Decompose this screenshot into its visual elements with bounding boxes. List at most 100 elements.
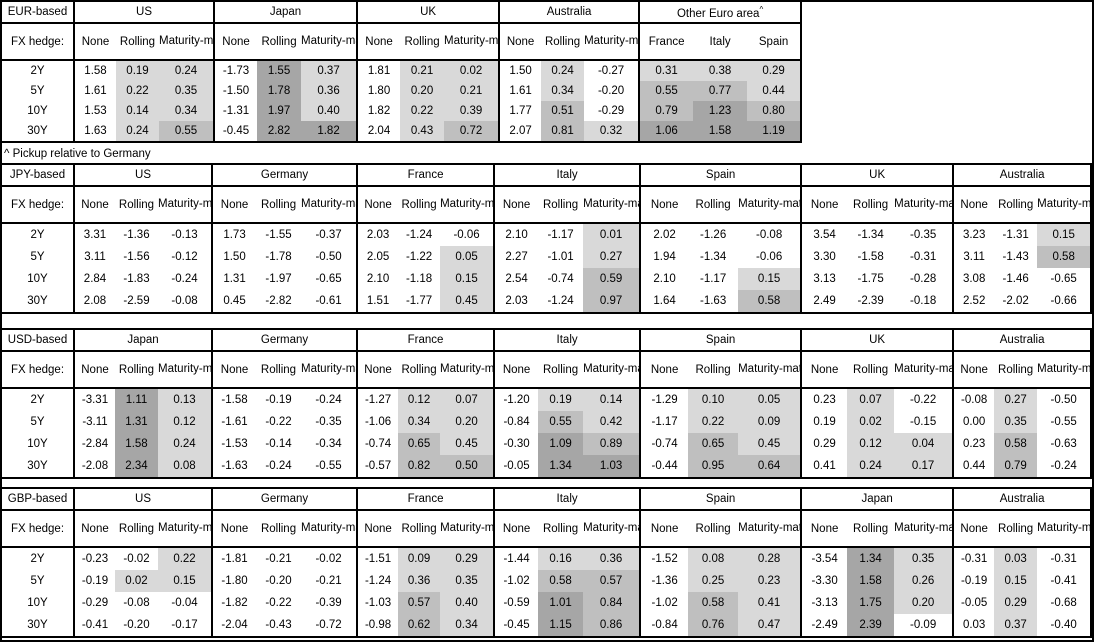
- value-cell: 1.73: [211, 223, 257, 246]
- tenor-label: 2Y: [30, 65, 45, 77]
- hedge-col-header: Maturity-matched: [440, 510, 495, 548]
- tenor-label: 2Y: [30, 229, 45, 241]
- value-cell: 2.04: [356, 121, 401, 142]
- value-cell: -0.45: [213, 121, 258, 142]
- value-cell: -1.44: [493, 547, 539, 570]
- value-cell: -0.19: [265, 394, 292, 406]
- country-header-label: France: [407, 169, 444, 181]
- value-cell: 0.22: [400, 101, 445, 121]
- hedge-col-header: None: [356, 23, 401, 61]
- value-cell: 1.63: [73, 121, 116, 142]
- value-cell: -0.19: [952, 570, 995, 592]
- value-cell: -0.12: [171, 251, 198, 263]
- base-label: USD-based: [2, 329, 74, 352]
- value-cell: -1.46: [1002, 273, 1029, 285]
- country-header: France: [356, 488, 495, 511]
- value-cell: -1.50: [213, 81, 258, 101]
- value-cell: -1.24: [405, 229, 433, 241]
- tenor-label: 5Y: [30, 251, 45, 263]
- subheader-row: FX hedge:NoneRollingMaturity-matchedNone…: [2, 510, 1092, 548]
- value-cell: -1.58: [857, 251, 884, 263]
- value-cell: -1.36: [123, 229, 150, 241]
- data-row: 5Y 1.61 0.22 0.35 -1.50 1.78 0.36 1.80 0.20 0.21 1…: [2, 81, 802, 101]
- value-cell: -0.57: [356, 455, 399, 478]
- value-cell: 0.07: [847, 388, 895, 411]
- hedge-col-header: None: [73, 351, 115, 389]
- value-cell: -0.44: [639, 455, 689, 478]
- value-cell: -1.77: [405, 295, 433, 307]
- value-cell: 1.58: [847, 570, 895, 592]
- value-cell: 0.29: [440, 547, 495, 570]
- gbp-table: GBP-based US Germany France Italy Spain Japan A…: [2, 487, 1092, 638]
- value-cell: -0.50: [315, 251, 342, 263]
- value-cell: -0.24: [1050, 460, 1077, 472]
- value-cell: -0.72: [315, 619, 342, 631]
- value-cell: 1.97: [257, 101, 302, 121]
- value-cell: -0.61: [315, 295, 342, 307]
- value-cell: 0.34: [398, 411, 441, 433]
- country-header-label: US: [136, 6, 152, 18]
- value-cell: 3.11: [73, 246, 115, 268]
- hedge-col-header: None: [211, 510, 257, 548]
- value-cell: 0.36: [583, 547, 641, 570]
- value-cell: -1.82: [211, 592, 257, 614]
- value-cell: 0.86: [583, 614, 641, 637]
- hedge-col-header: Rolling: [400, 23, 445, 61]
- value-cell: -1.43: [1002, 251, 1029, 263]
- country-header: Spain: [639, 164, 802, 187]
- value-cell: 1.81: [356, 60, 401, 81]
- value-cell: 1.31: [115, 411, 158, 433]
- country-col-header: France: [638, 23, 694, 61]
- hedge-col-header: None: [498, 23, 542, 61]
- hedge-col-header: Rolling: [847, 351, 895, 389]
- value-cell: 0.22: [116, 81, 159, 101]
- tenor-label: 10Y: [27, 273, 48, 285]
- country-header: Australia: [498, 2, 640, 24]
- hedge-col-header: Maturity-matched: [583, 351, 641, 389]
- hedge-col-header: Maturity-matched: [738, 351, 802, 389]
- value-cell: 1.58: [115, 433, 158, 455]
- base-label: EUR-based: [2, 2, 74, 24]
- value-cell: 0.23: [952, 433, 995, 455]
- hedge-col-header: Rolling: [398, 510, 441, 548]
- country-header-label: UK: [869, 169, 886, 181]
- value-cell: -0.41: [73, 614, 115, 637]
- eur-table: EUR-based US Japan UK Australia Other Euro ar…: [2, 2, 803, 143]
- value-cell: 2.27: [493, 246, 539, 268]
- hedge-col-header: Rolling: [541, 23, 585, 61]
- value-cell: -1.53: [211, 433, 257, 455]
- country-header: US: [72, 488, 213, 511]
- value-cell: 0.81: [541, 121, 585, 142]
- value-cell: 2.02: [639, 223, 689, 246]
- country-header: Japan: [72, 329, 213, 352]
- value-cell: -0.29: [597, 105, 625, 117]
- value-cell: 0.14: [116, 101, 159, 121]
- country-header: UK: [356, 2, 500, 24]
- country-header: US: [72, 2, 215, 24]
- value-cell: -1.58: [211, 388, 257, 411]
- value-cell: 0.12: [847, 433, 895, 455]
- value-cell: -0.43: [265, 619, 292, 631]
- value-cell: -0.22: [265, 597, 292, 609]
- country-header-label: UK: [420, 6, 437, 18]
- country-header-label: Spain: [705, 169, 736, 181]
- value-cell: -0.55: [1050, 416, 1077, 428]
- value-cell: 0.20: [400, 81, 445, 101]
- value-cell: -0.02: [315, 553, 342, 565]
- value-cell: -1.17: [547, 229, 574, 241]
- value-cell: 1.34: [538, 455, 584, 478]
- data-row: 5Y -0.19 0.02 0.15 -1.80 -0.20 -0.21 -1.24 0.36 0…: [2, 570, 1091, 592]
- hedge-col-header: Maturity-matched: [894, 186, 954, 224]
- hedge-col-header: Maturity-matched: [1037, 351, 1092, 389]
- value-cell: 1.09: [538, 433, 584, 455]
- tenor-label: 5Y: [30, 575, 45, 587]
- value-cell: 3.31: [73, 223, 115, 246]
- value-cell: -0.28: [910, 273, 937, 285]
- value-cell: 0.84: [583, 592, 641, 614]
- country-header-label: Italy: [556, 493, 578, 505]
- hedge-col-header: None: [952, 510, 995, 548]
- value-cell: -1.29: [639, 388, 689, 411]
- value-cell: 0.03: [952, 614, 995, 637]
- value-cell: -1.81: [211, 547, 257, 570]
